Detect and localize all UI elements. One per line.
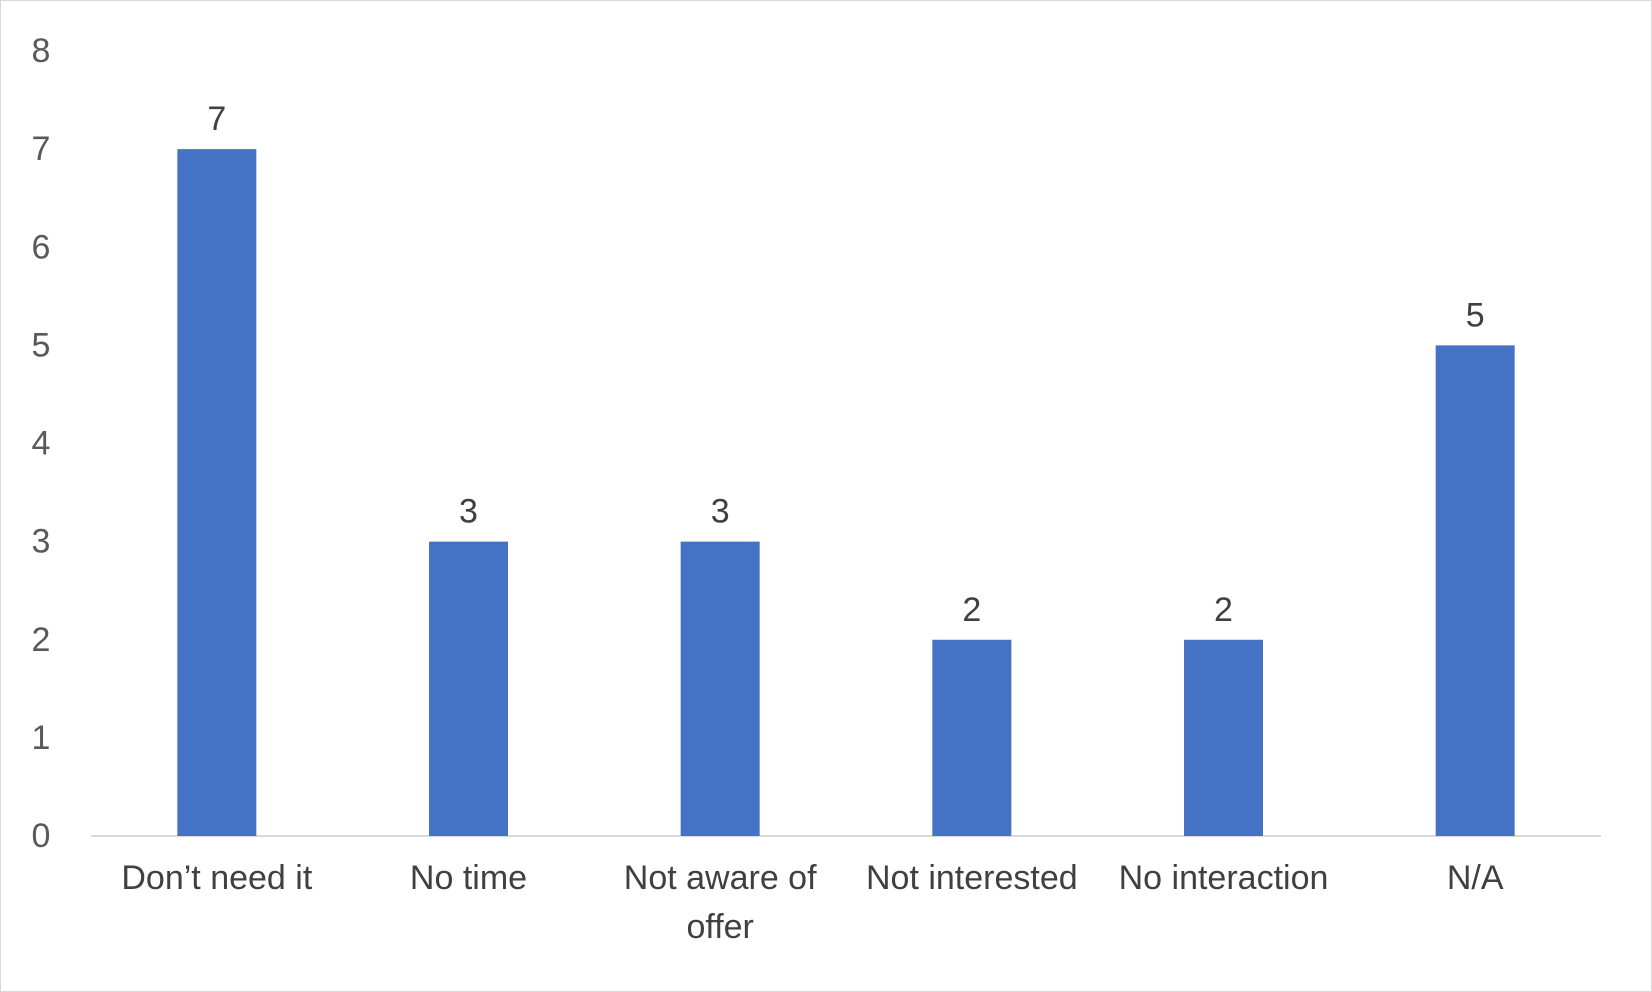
y-tick-label: 4 — [32, 425, 51, 463]
y-tick-label: 8 — [32, 32, 51, 70]
x-category-label-line: Don’t need it — [121, 859, 312, 897]
y-tick-label: 1 — [32, 719, 51, 757]
x-category-label-line: Not aware of — [624, 859, 817, 897]
x-category-label: No interaction — [1119, 859, 1329, 897]
x-category-label-line: offer — [686, 908, 753, 946]
bar — [932, 639, 1012, 836]
data-label: 2 — [1214, 591, 1233, 629]
data-label: 5 — [1466, 296, 1485, 334]
x-category-label: Not aware of offer — [624, 859, 817, 946]
x-category-label: N/A — [1447, 859, 1504, 897]
data-label: 3 — [459, 493, 478, 531]
x-category-label-line: No interaction — [1119, 859, 1329, 897]
y-tick-label: 6 — [32, 228, 51, 266]
x-category-label: Don’t need it — [121, 859, 312, 897]
bar — [1435, 345, 1515, 836]
y-tick-label: 7 — [32, 130, 51, 168]
y-tick-label: 0 — [32, 817, 51, 855]
bar — [1184, 639, 1263, 836]
bar — [680, 541, 760, 836]
y-tick-label: 2 — [32, 621, 51, 659]
data-label: 7 — [207, 100, 226, 138]
x-category-label-line: Not interested — [866, 859, 1078, 897]
y-tick-label: 3 — [32, 523, 51, 561]
y-tick-label: 5 — [32, 326, 51, 364]
x-category-label: No time — [410, 859, 527, 897]
x-category-label-line: No time — [410, 859, 527, 897]
bar — [429, 541, 508, 836]
y-axis-ticks: 0 1 2 3 4 5 6 7 8 — [32, 32, 51, 855]
x-category-label: Not interested — [866, 859, 1078, 897]
data-label: 2 — [962, 591, 981, 629]
x-category-label-line: N/A — [1447, 859, 1504, 897]
data-labels: 7 3 3 2 2 5 — [207, 100, 1484, 629]
x-axis-labels: Don’t need it No time Not aware of offerNot… — [121, 859, 1503, 946]
data-label: 3 — [711, 493, 730, 531]
bars — [177, 149, 1515, 836]
bar — [177, 149, 257, 836]
